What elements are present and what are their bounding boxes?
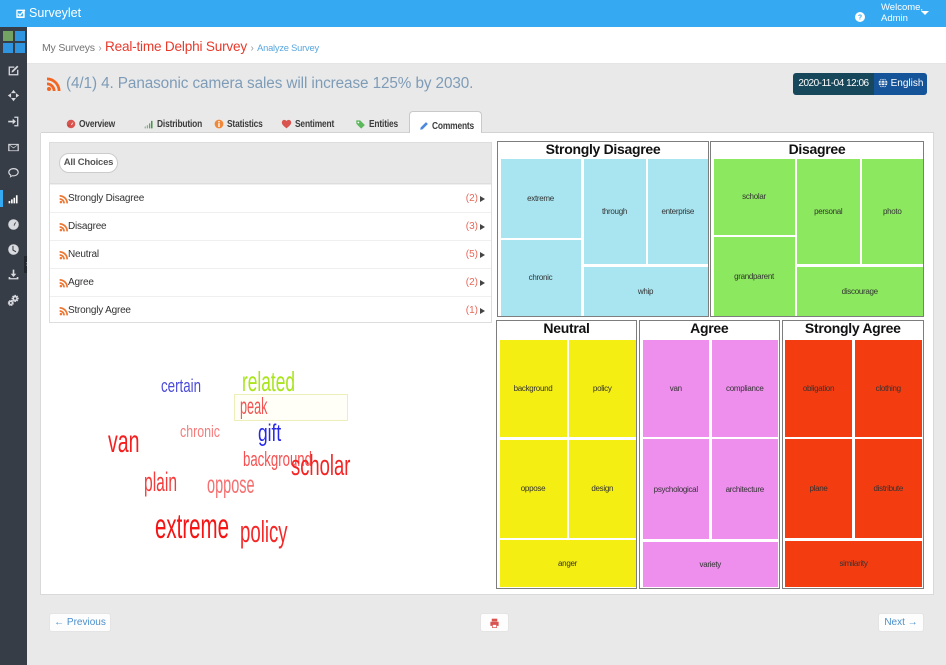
svg-text:?: ? <box>858 15 862 22</box>
